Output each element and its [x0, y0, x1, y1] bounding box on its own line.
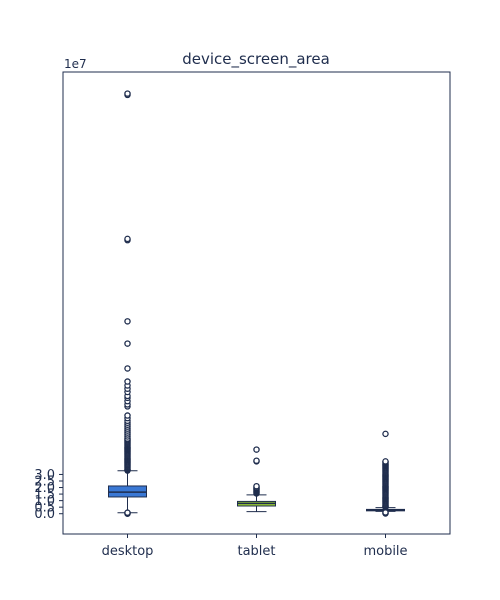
x-tick-label-tablet: tablet — [237, 544, 275, 559]
plot-frame — [62, 71, 451, 535]
outlier-point — [382, 430, 389, 438]
y-tick-label: 3.0 — [34, 468, 55, 483]
y-tick-label: 0.5 — [34, 501, 55, 516]
outlier-point — [382, 509, 389, 516]
outlier-point — [124, 340, 131, 347]
plot-area — [108, 90, 405, 517]
outlier-point — [124, 378, 131, 385]
outlier-point — [253, 482, 260, 490]
outlier-point — [124, 412, 131, 419]
outlier-point — [124, 365, 131, 372]
outlier-point — [124, 318, 131, 325]
y-tick-label: 2.0 — [34, 481, 55, 496]
outlier-point — [124, 90, 131, 97]
y-tick-label: 1.5 — [34, 488, 55, 503]
x-tick-label-mobile: mobile — [363, 544, 407, 559]
y-axis-scale-label: 1e7 — [64, 57, 87, 71]
y-tick-label: 0.0 — [34, 507, 55, 522]
axis-ticks: 0.00.51.01.52.02.53.0 desktop tablet mobile — [34, 468, 407, 559]
y-tick-label: 2.5 — [34, 474, 55, 489]
outlier-point — [253, 446, 260, 453]
box-tablet — [237, 446, 276, 513]
outlier-point — [253, 457, 260, 464]
outlier-point — [124, 235, 131, 243]
chart-title: device_screen_area — [182, 50, 330, 69]
outlier-point — [124, 509, 131, 516]
box-desktop — [108, 90, 147, 517]
x-tick-label-desktop: desktop — [102, 544, 154, 559]
outlier-point — [382, 458, 389, 465]
y-tick-label: 1.0 — [34, 494, 55, 509]
box-mobile — [366, 430, 405, 517]
